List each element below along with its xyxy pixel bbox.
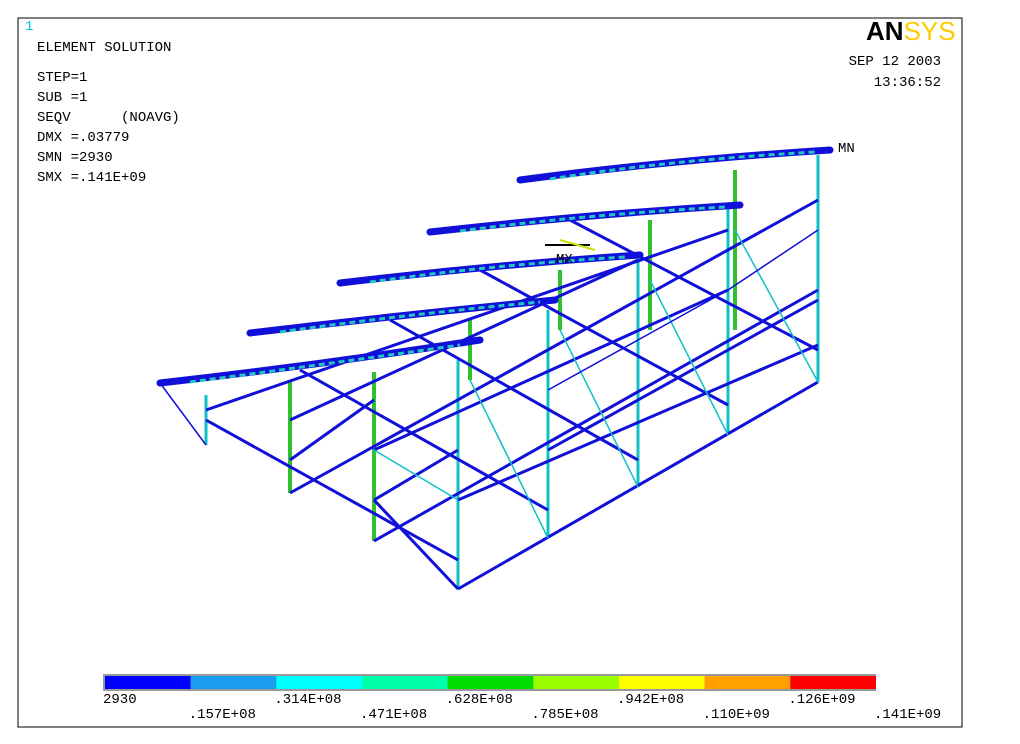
logo: ANSYS bbox=[866, 16, 956, 46]
brace bbox=[159, 382, 207, 446]
date: SEP 12 2003 bbox=[849, 54, 941, 70]
legend-label: .314E+08 bbox=[274, 692, 341, 708]
legend-swatch bbox=[447, 676, 534, 689]
brace bbox=[457, 343, 819, 502]
legend-label: .126E+09 bbox=[788, 692, 855, 708]
brace bbox=[559, 329, 639, 488]
brace bbox=[205, 228, 729, 412]
roof-beam bbox=[156, 336, 484, 387]
legend-swatch bbox=[533, 676, 619, 689]
brace bbox=[205, 418, 459, 562]
brace bbox=[373, 288, 819, 543]
brace bbox=[727, 229, 819, 291]
legend-swatch bbox=[276, 676, 362, 689]
info-block: STEP=1 SUB =1 SEQV (NOAVG) DMX =.03779 SMN =… bbox=[37, 70, 180, 186]
legend-swatch bbox=[362, 676, 448, 689]
legend-label: .157E+08 bbox=[189, 707, 256, 723]
info-line: SUB =1 bbox=[37, 90, 87, 106]
brace bbox=[649, 279, 729, 436]
info-line: DMX =.03779 bbox=[37, 130, 129, 146]
logo-part: AN bbox=[866, 16, 904, 46]
info-line: SMX =.141E+09 bbox=[37, 170, 146, 186]
brace bbox=[389, 318, 639, 462]
brace bbox=[372, 498, 460, 591]
legend-label: .110E+09 bbox=[703, 707, 770, 723]
brace bbox=[479, 268, 729, 407]
legend-swatch bbox=[790, 676, 876, 689]
legend-swatch bbox=[105, 676, 191, 689]
legend: 2930 .157E+08 .314E+08 .471E+08 .628E+08 .785… bbox=[103, 676, 941, 723]
roof-beam bbox=[459, 205, 726, 233]
legend-label: .942E+08 bbox=[617, 692, 684, 708]
brace bbox=[547, 339, 639, 391]
time: 13:36:52 bbox=[874, 75, 941, 91]
brace bbox=[289, 198, 819, 495]
brace bbox=[469, 379, 549, 539]
brace bbox=[734, 229, 819, 383]
info-line: STEP=1 bbox=[37, 70, 87, 86]
min-marker: MN bbox=[838, 141, 855, 157]
window-number: 1 bbox=[25, 19, 33, 35]
legend-swatch bbox=[704, 676, 791, 689]
brace bbox=[569, 218, 819, 352]
legend-label: .141E+09 bbox=[874, 707, 941, 723]
info-line: SEQV (NOAVG) bbox=[37, 110, 180, 126]
axis-triad bbox=[559, 239, 596, 251]
brace bbox=[299, 368, 549, 512]
brace bbox=[727, 298, 819, 352]
frame bbox=[17, 17, 963, 728]
max-marker: MX bbox=[556, 252, 573, 268]
legend-swatch bbox=[619, 676, 705, 689]
structure bbox=[156, 146, 834, 591]
brace bbox=[289, 398, 375, 462]
legend-swatch bbox=[190, 676, 277, 689]
info-line: SMN =2930 bbox=[37, 150, 113, 166]
info-title: ELEMENT SOLUTION bbox=[37, 40, 171, 56]
legend-label: .471E+08 bbox=[360, 707, 427, 723]
brace bbox=[637, 348, 729, 402]
logo-part: SYS bbox=[904, 16, 956, 46]
roof-beam bbox=[369, 255, 626, 284]
brace bbox=[373, 449, 459, 501]
brace bbox=[637, 289, 729, 341]
legend-label: 2930 bbox=[103, 692, 137, 708]
brace bbox=[547, 398, 639, 452]
roof-beam bbox=[279, 300, 541, 334]
roof-beam bbox=[549, 150, 816, 181]
legend-label: .628E+08 bbox=[446, 692, 513, 708]
roof-beam bbox=[189, 343, 461, 384]
legend-label: .785E+08 bbox=[531, 707, 598, 723]
